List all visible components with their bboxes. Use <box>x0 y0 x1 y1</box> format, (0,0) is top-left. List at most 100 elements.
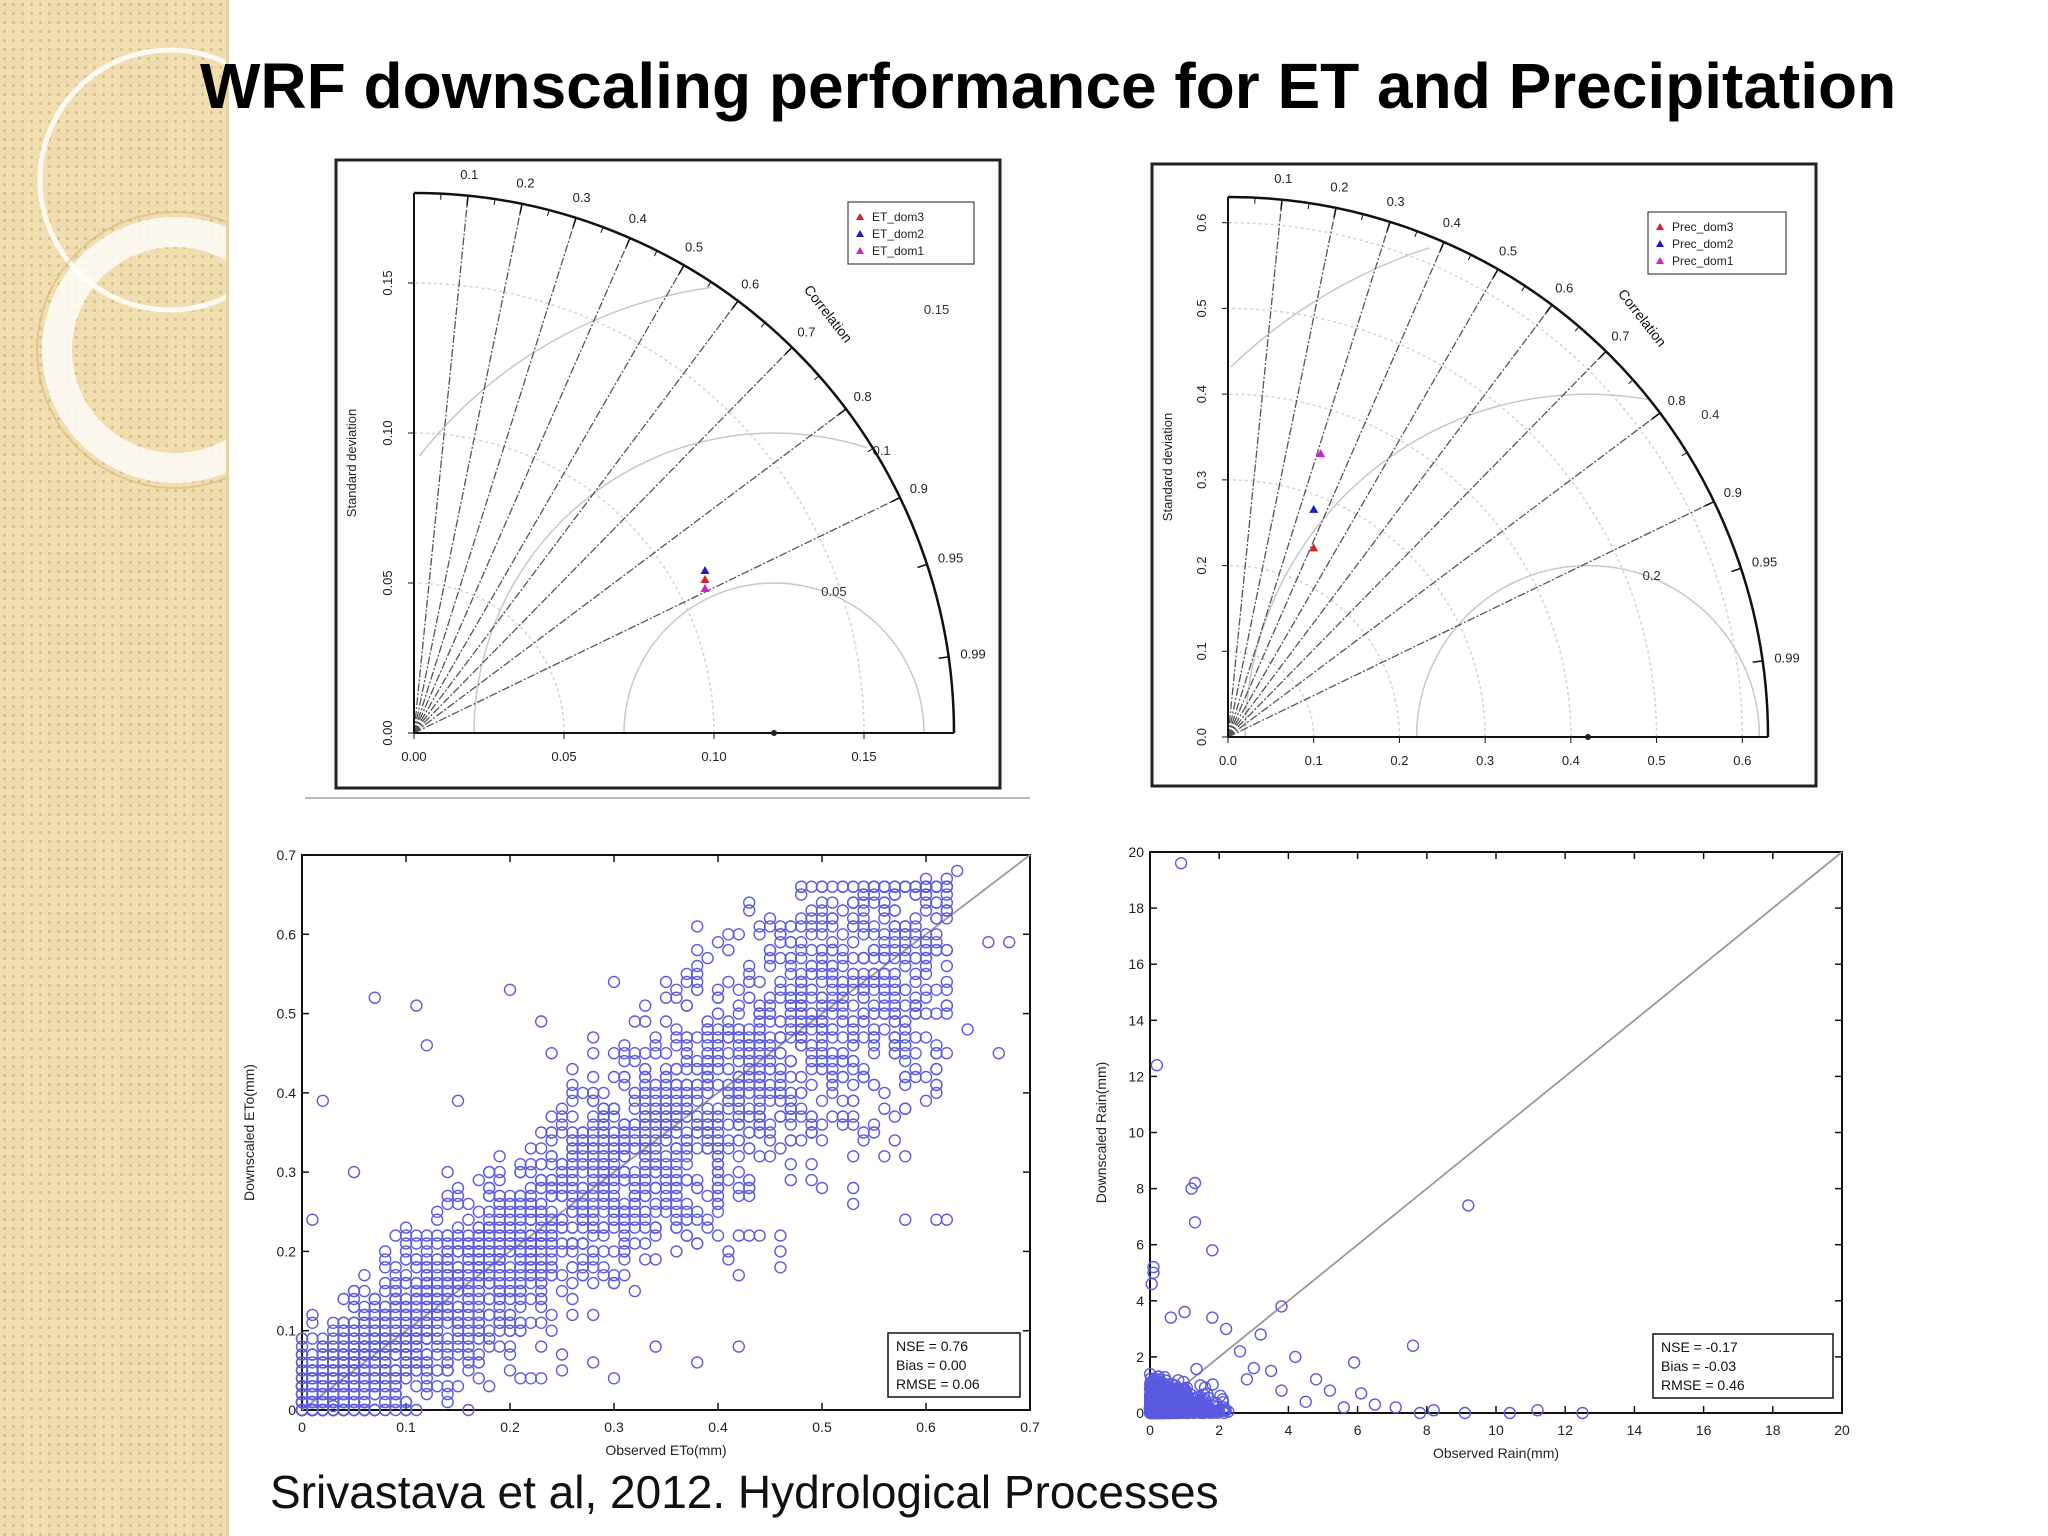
scatter-point <box>368 1372 382 1385</box>
scatter-point <box>722 1253 735 1266</box>
scatter-point <box>462 1348 475 1361</box>
scatter-point <box>847 967 860 981</box>
scatter-point <box>389 1395 402 1409</box>
scatter-point <box>1275 1384 1288 1397</box>
scatter-point <box>441 1229 454 1242</box>
scatter-point <box>857 912 870 925</box>
scatter-point <box>358 1395 371 1409</box>
x-tick-label: 8 <box>1423 1422 1431 1438</box>
scatter-point <box>493 1340 506 1353</box>
scatter-point <box>659 975 673 989</box>
scatter-point <box>410 1284 423 1298</box>
scatter-point <box>659 1070 673 1084</box>
scatter-point <box>545 1189 558 1203</box>
x-tick-label: 12 <box>1557 1422 1573 1438</box>
y-tick-label: 0.15 <box>380 270 395 295</box>
scatter-point <box>847 1118 860 1131</box>
scatter-point <box>566 1276 579 1290</box>
correlation-label: 0.6 <box>1555 280 1573 295</box>
scatter-point <box>462 1308 475 1322</box>
scatter-point <box>545 1046 558 1060</box>
scatter-point <box>535 1292 548 1306</box>
scatter-point <box>555 1118 569 1131</box>
scatter-point <box>316 1364 330 1377</box>
scatter-point <box>867 1046 881 1060</box>
scatter-point <box>420 1324 434 1337</box>
scatter-point <box>711 1158 725 1171</box>
scatter-point <box>347 1165 361 1179</box>
scatter-point <box>1389 1401 1402 1414</box>
scatter-point <box>441 1387 454 1401</box>
scatter-point <box>441 1395 454 1409</box>
scatter-point <box>1206 1378 1219 1391</box>
scatter-point <box>587 1046 600 1060</box>
ring-1 <box>37 47 226 313</box>
scatter-point <box>503 1292 517 1306</box>
scatter-point <box>940 872 953 885</box>
scatter-point <box>711 1110 725 1123</box>
x-tick-label: 20 <box>1834 1422 1850 1438</box>
scatter-point <box>691 1237 704 1250</box>
scatter-point <box>826 1031 839 1044</box>
scatter-point <box>587 1070 600 1084</box>
scatter-point <box>930 1086 943 1100</box>
scatter-point <box>1178 1305 1191 1319</box>
scatter-point <box>628 1213 641 1226</box>
scatter-point <box>1406 1339 1420 1352</box>
scatter-point <box>826 999 839 1012</box>
y-tick-label: 0.6 <box>277 926 297 942</box>
scatter-point <box>732 983 745 997</box>
scatter-point <box>701 1102 714 1115</box>
scatter-point <box>826 935 839 949</box>
scatter-point <box>711 1165 725 1179</box>
scatter-point <box>701 1023 714 1036</box>
scatter-point <box>587 1276 600 1290</box>
scatter-point <box>639 1134 652 1147</box>
scatter-point <box>576 1261 589 1274</box>
taylor-point <box>1309 504 1319 513</box>
scatter-point <box>888 983 901 997</box>
scatter-point <box>576 1189 589 1203</box>
scatter-point <box>774 1229 787 1242</box>
correlation-ray <box>413 408 847 734</box>
scatter-point <box>420 1039 434 1052</box>
scatter-point <box>493 1150 506 1163</box>
scatter-point <box>815 1118 829 1131</box>
scatter-point <box>389 1229 402 1242</box>
scatter-point <box>815 1094 829 1107</box>
scatter-point <box>857 1070 870 1084</box>
scatter-point <box>1188 1216 1202 1229</box>
scatter-point <box>566 1086 579 1100</box>
scatter-point <box>774 935 787 949</box>
scatter-point <box>847 1078 860 1092</box>
rmsd-arc <box>418 286 712 457</box>
scatter-point <box>358 1332 371 1345</box>
scatter-point <box>441 1189 454 1203</box>
scatter-point <box>878 912 891 925</box>
x-tick-label: 2 <box>1215 1422 1223 1438</box>
x-tick-label: 16 <box>1696 1422 1712 1438</box>
scatter-point <box>462 1213 475 1226</box>
scatter-point <box>524 1261 537 1274</box>
scatter-point <box>888 1031 901 1044</box>
taylor-point <box>1309 543 1319 552</box>
scatter-point <box>410 1308 423 1322</box>
scatter-point <box>628 1015 641 1028</box>
correlation-label: 0.95 <box>938 551 963 566</box>
stats-line: RMSE = 0.46 <box>1661 1377 1745 1393</box>
scatter-point <box>940 999 953 1012</box>
scatter-point <box>420 1387 434 1401</box>
scatter-point <box>451 1269 465 1282</box>
x-axis-label: Observed ETo(mm) <box>605 1442 726 1458</box>
scatter-point <box>1576 1406 1589 1420</box>
scatter-point <box>649 1340 662 1353</box>
scatter-point <box>482 1292 496 1306</box>
scatter-point <box>711 1205 725 1218</box>
scatter-point <box>1354 1387 1368 1400</box>
scatter-point <box>607 1046 621 1060</box>
scatter-point <box>691 1356 704 1369</box>
scatter-point <box>555 1110 569 1123</box>
scatter-point <box>389 1300 402 1314</box>
scatter-point <box>587 1308 600 1322</box>
scatter-point <box>378 1308 392 1322</box>
